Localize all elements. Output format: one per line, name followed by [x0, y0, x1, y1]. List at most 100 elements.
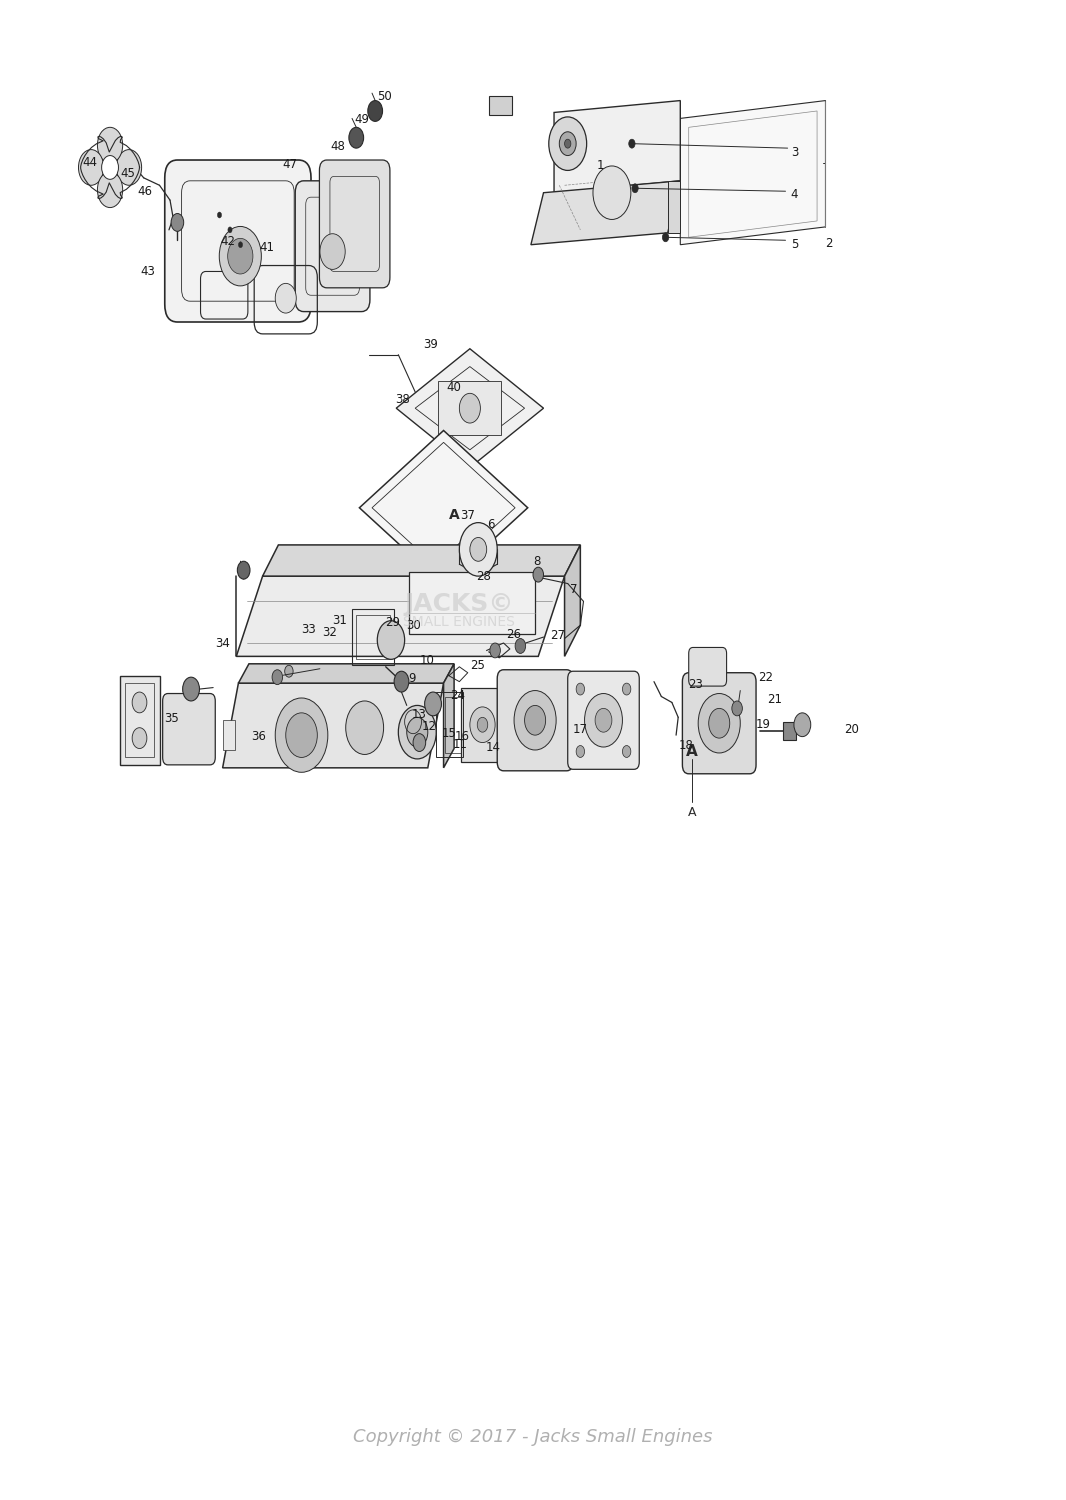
Polygon shape	[453, 531, 491, 567]
Circle shape	[285, 666, 293, 676]
Circle shape	[584, 693, 623, 747]
Polygon shape	[397, 350, 544, 468]
FancyBboxPatch shape	[165, 160, 311, 322]
Text: 39: 39	[423, 338, 438, 351]
FancyBboxPatch shape	[682, 672, 756, 774]
Text: A: A	[687, 744, 698, 759]
Circle shape	[407, 717, 427, 747]
Circle shape	[629, 140, 635, 148]
Bar	[462, 687, 503, 762]
Circle shape	[515, 639, 526, 654]
Text: 46: 46	[138, 184, 152, 198]
Bar	[489, 96, 512, 116]
Polygon shape	[443, 664, 454, 768]
Circle shape	[560, 132, 576, 156]
Text: 41: 41	[259, 242, 274, 254]
Circle shape	[228, 226, 232, 232]
Bar	[409, 572, 535, 634]
Circle shape	[171, 213, 183, 231]
Text: 38: 38	[395, 393, 410, 406]
Circle shape	[459, 522, 497, 576]
Polygon shape	[531, 182, 680, 244]
Text: 47: 47	[282, 158, 297, 171]
Polygon shape	[237, 576, 565, 657]
Text: 21: 21	[768, 693, 782, 706]
Circle shape	[286, 712, 318, 758]
Circle shape	[623, 746, 631, 758]
Text: 3: 3	[791, 146, 798, 159]
Circle shape	[424, 692, 441, 715]
Circle shape	[623, 682, 631, 694]
Polygon shape	[554, 100, 680, 192]
Circle shape	[470, 706, 495, 742]
Bar	[125, 682, 155, 758]
Bar	[436, 692, 463, 758]
Text: 30: 30	[406, 618, 420, 632]
Circle shape	[399, 705, 436, 759]
Text: 45: 45	[120, 166, 135, 180]
Circle shape	[524, 705, 546, 735]
Circle shape	[470, 537, 487, 561]
Text: 10: 10	[419, 654, 434, 668]
Circle shape	[794, 712, 811, 736]
Text: 37: 37	[461, 509, 475, 522]
Text: 19: 19	[756, 718, 771, 730]
Text: 7: 7	[570, 584, 578, 596]
Circle shape	[97, 172, 123, 207]
Circle shape	[79, 150, 103, 186]
Polygon shape	[359, 430, 528, 585]
Text: 12: 12	[421, 720, 436, 732]
Text: A: A	[688, 807, 696, 819]
Text: 5: 5	[791, 238, 798, 250]
Circle shape	[97, 128, 123, 164]
Text: 44: 44	[83, 156, 98, 170]
Text: 28: 28	[477, 570, 491, 582]
Text: 49: 49	[354, 114, 369, 126]
Circle shape	[709, 708, 730, 738]
Polygon shape	[680, 100, 825, 244]
Circle shape	[132, 728, 147, 748]
Bar	[784, 722, 796, 740]
FancyBboxPatch shape	[320, 160, 390, 288]
Circle shape	[595, 708, 612, 732]
Circle shape	[698, 693, 740, 753]
Circle shape	[275, 284, 296, 314]
Polygon shape	[565, 544, 580, 657]
Text: 40: 40	[447, 381, 462, 394]
FancyBboxPatch shape	[163, 693, 215, 765]
Circle shape	[478, 717, 488, 732]
Circle shape	[459, 393, 481, 423]
Text: 6: 6	[487, 518, 495, 531]
Circle shape	[514, 690, 556, 750]
Polygon shape	[223, 682, 443, 768]
Circle shape	[377, 621, 405, 660]
Text: 48: 48	[330, 140, 344, 153]
Circle shape	[132, 692, 147, 712]
FancyBboxPatch shape	[689, 648, 727, 686]
Text: 25: 25	[470, 658, 485, 672]
Circle shape	[632, 184, 639, 192]
Circle shape	[593, 166, 631, 219]
Text: 17: 17	[574, 723, 588, 735]
Bar	[445, 696, 462, 753]
Circle shape	[217, 211, 222, 217]
Text: 8: 8	[533, 555, 540, 568]
Circle shape	[345, 700, 384, 754]
Bar	[356, 615, 390, 660]
Text: Copyright © 2017 - Jacks Small Engines: Copyright © 2017 - Jacks Small Engines	[353, 1428, 713, 1446]
Polygon shape	[239, 664, 454, 682]
Bar	[352, 609, 394, 666]
Circle shape	[662, 232, 668, 242]
Text: JACKS©: JACKS©	[405, 592, 514, 616]
Circle shape	[368, 100, 383, 122]
Text: 13: 13	[411, 708, 426, 722]
Circle shape	[116, 150, 142, 186]
Circle shape	[576, 682, 584, 694]
Text: 42: 42	[221, 236, 236, 249]
FancyBboxPatch shape	[568, 670, 640, 770]
Circle shape	[565, 140, 571, 148]
Text: A: A	[449, 509, 459, 522]
Text: 16: 16	[455, 730, 470, 742]
Circle shape	[182, 676, 199, 700]
Text: 2: 2	[825, 237, 833, 249]
